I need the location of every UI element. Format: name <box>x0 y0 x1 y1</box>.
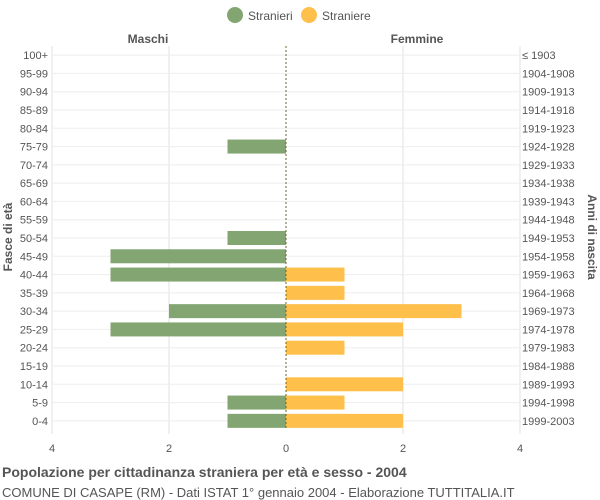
age-label: 0-4 <box>32 416 48 428</box>
age-label: 50-54 <box>20 233 48 245</box>
legend-swatch-stranieri[interactable] <box>227 7 243 23</box>
bar-female-35-39[interactable] <box>286 285 345 300</box>
chart-title: Popolazione per cittadinanza straniera p… <box>2 464 407 480</box>
bar-female-5-9[interactable] <box>286 395 345 410</box>
birth-year-label: 1964-1968 <box>522 288 575 300</box>
age-label: 90-94 <box>20 87 48 99</box>
age-label: 35-39 <box>20 288 48 300</box>
birth-year-label: 1909-1913 <box>522 87 575 99</box>
birth-year-label: 1979-1983 <box>522 343 575 355</box>
age-label: 40-44 <box>20 270 48 282</box>
birth-year-label: 1999-2003 <box>522 416 575 428</box>
x-tick-label: 4 <box>49 443 55 455</box>
bar-female-0-4[interactable] <box>286 413 403 428</box>
population-pyramid-chart: Stranieri Straniere Maschi Femmine 100+ 95-… <box>1 7 599 455</box>
bar-male-25-29[interactable] <box>110 322 287 337</box>
age-label: 45-49 <box>20 251 48 263</box>
y-axis-title-right: Anni di nascita <box>585 194 599 280</box>
birth-year-label: 1949-1953 <box>522 233 575 245</box>
age-label: 85-89 <box>20 105 48 117</box>
birth-year-label: 1929-1933 <box>522 160 575 172</box>
header-femmine: Femmine <box>391 32 444 46</box>
birth-year-label: 1984-1988 <box>522 361 575 373</box>
x-tick-labels: 4 2 0 2 4 <box>49 443 523 455</box>
x-tick-label: 4 <box>517 443 523 455</box>
birth-year-label: 1969-1973 <box>522 306 575 318</box>
bar-male-0-4[interactable] <box>227 413 287 428</box>
bar-male-5-9[interactable] <box>227 395 287 410</box>
age-label: 95-99 <box>20 68 48 80</box>
age-label: 30-34 <box>20 306 48 318</box>
birth-year-label: 1994-1998 <box>522 398 575 410</box>
header-maschi: Maschi <box>128 32 169 46</box>
x-tick-label: 0 <box>283 443 289 455</box>
birth-year-label: 1934-1938 <box>522 178 575 190</box>
birth-year-label: 1939-1943 <box>522 196 575 208</box>
birth-year-label: 1924-1928 <box>522 142 575 154</box>
birth-year-label: 1974-1978 <box>522 324 575 336</box>
birth-year-labels: ≤ 1903 1904-1908 1909-1913 1914-1918 1919-19… <box>522 50 575 428</box>
bar-female-25-29[interactable] <box>286 322 403 337</box>
x-tick-label: 2 <box>400 443 406 455</box>
legend-label-stranieri[interactable]: Stranieri <box>248 9 293 23</box>
bar-male-30-34[interactable] <box>169 304 286 319</box>
bar-male-45-49[interactable] <box>110 249 287 264</box>
bar-female-10-14[interactable] <box>286 377 403 392</box>
bar-male-40-44[interactable] <box>110 267 287 282</box>
legend-label-straniere[interactable]: Straniere <box>322 9 371 23</box>
axis-titles: Fasce di età Anni di nascita <box>1 194 599 280</box>
age-label: 60-64 <box>20 196 48 208</box>
age-label: 20-24 <box>20 343 48 355</box>
age-label: 5-9 <box>32 398 48 410</box>
x-tick-label: 2 <box>166 443 172 455</box>
age-label: 10-14 <box>20 379 48 391</box>
bar-female-20-24[interactable] <box>286 340 345 355</box>
y-axis-title-left: Fasce di età <box>1 202 15 271</box>
birth-year-label: 1989-1993 <box>522 379 575 391</box>
birth-year-label: ≤ 1903 <box>522 50 556 62</box>
bars <box>110 139 462 428</box>
bar-male-75-79[interactable] <box>227 139 287 154</box>
birth-year-label: 1944-1948 <box>522 215 575 227</box>
age-band-labels: 100+ 95-99 90-94 85-89 80-84 75-79 70-74 65-69 6… <box>20 50 48 428</box>
age-label: 25-29 <box>20 324 48 336</box>
chart-source: COMUNE DI CASAPE (RM) - Dati ISTAT 1° ge… <box>2 485 515 500</box>
legend: Stranieri Straniere <box>227 7 371 23</box>
birth-year-label: 1954-1958 <box>522 251 575 263</box>
birth-year-label: 1959-1963 <box>522 270 575 282</box>
birth-year-label: 1914-1918 <box>522 105 575 117</box>
birth-year-label: 1919-1923 <box>522 123 575 135</box>
age-label: 80-84 <box>20 123 48 135</box>
birth-year-label: 1904-1908 <box>522 68 575 80</box>
age-label: 65-69 <box>20 178 48 190</box>
age-label: 15-19 <box>20 361 48 373</box>
age-label: 75-79 <box>20 142 48 154</box>
legend-swatch-straniere[interactable] <box>301 7 317 23</box>
age-label: 55-59 <box>20 215 48 227</box>
bar-female-40-44[interactable] <box>286 267 345 282</box>
age-label: 70-74 <box>20 160 48 172</box>
gender-headers: Maschi Femmine <box>128 32 444 46</box>
bar-female-30-34[interactable] <box>286 304 462 319</box>
bar-male-50-54[interactable] <box>227 231 287 245</box>
age-label: 100+ <box>23 50 48 62</box>
